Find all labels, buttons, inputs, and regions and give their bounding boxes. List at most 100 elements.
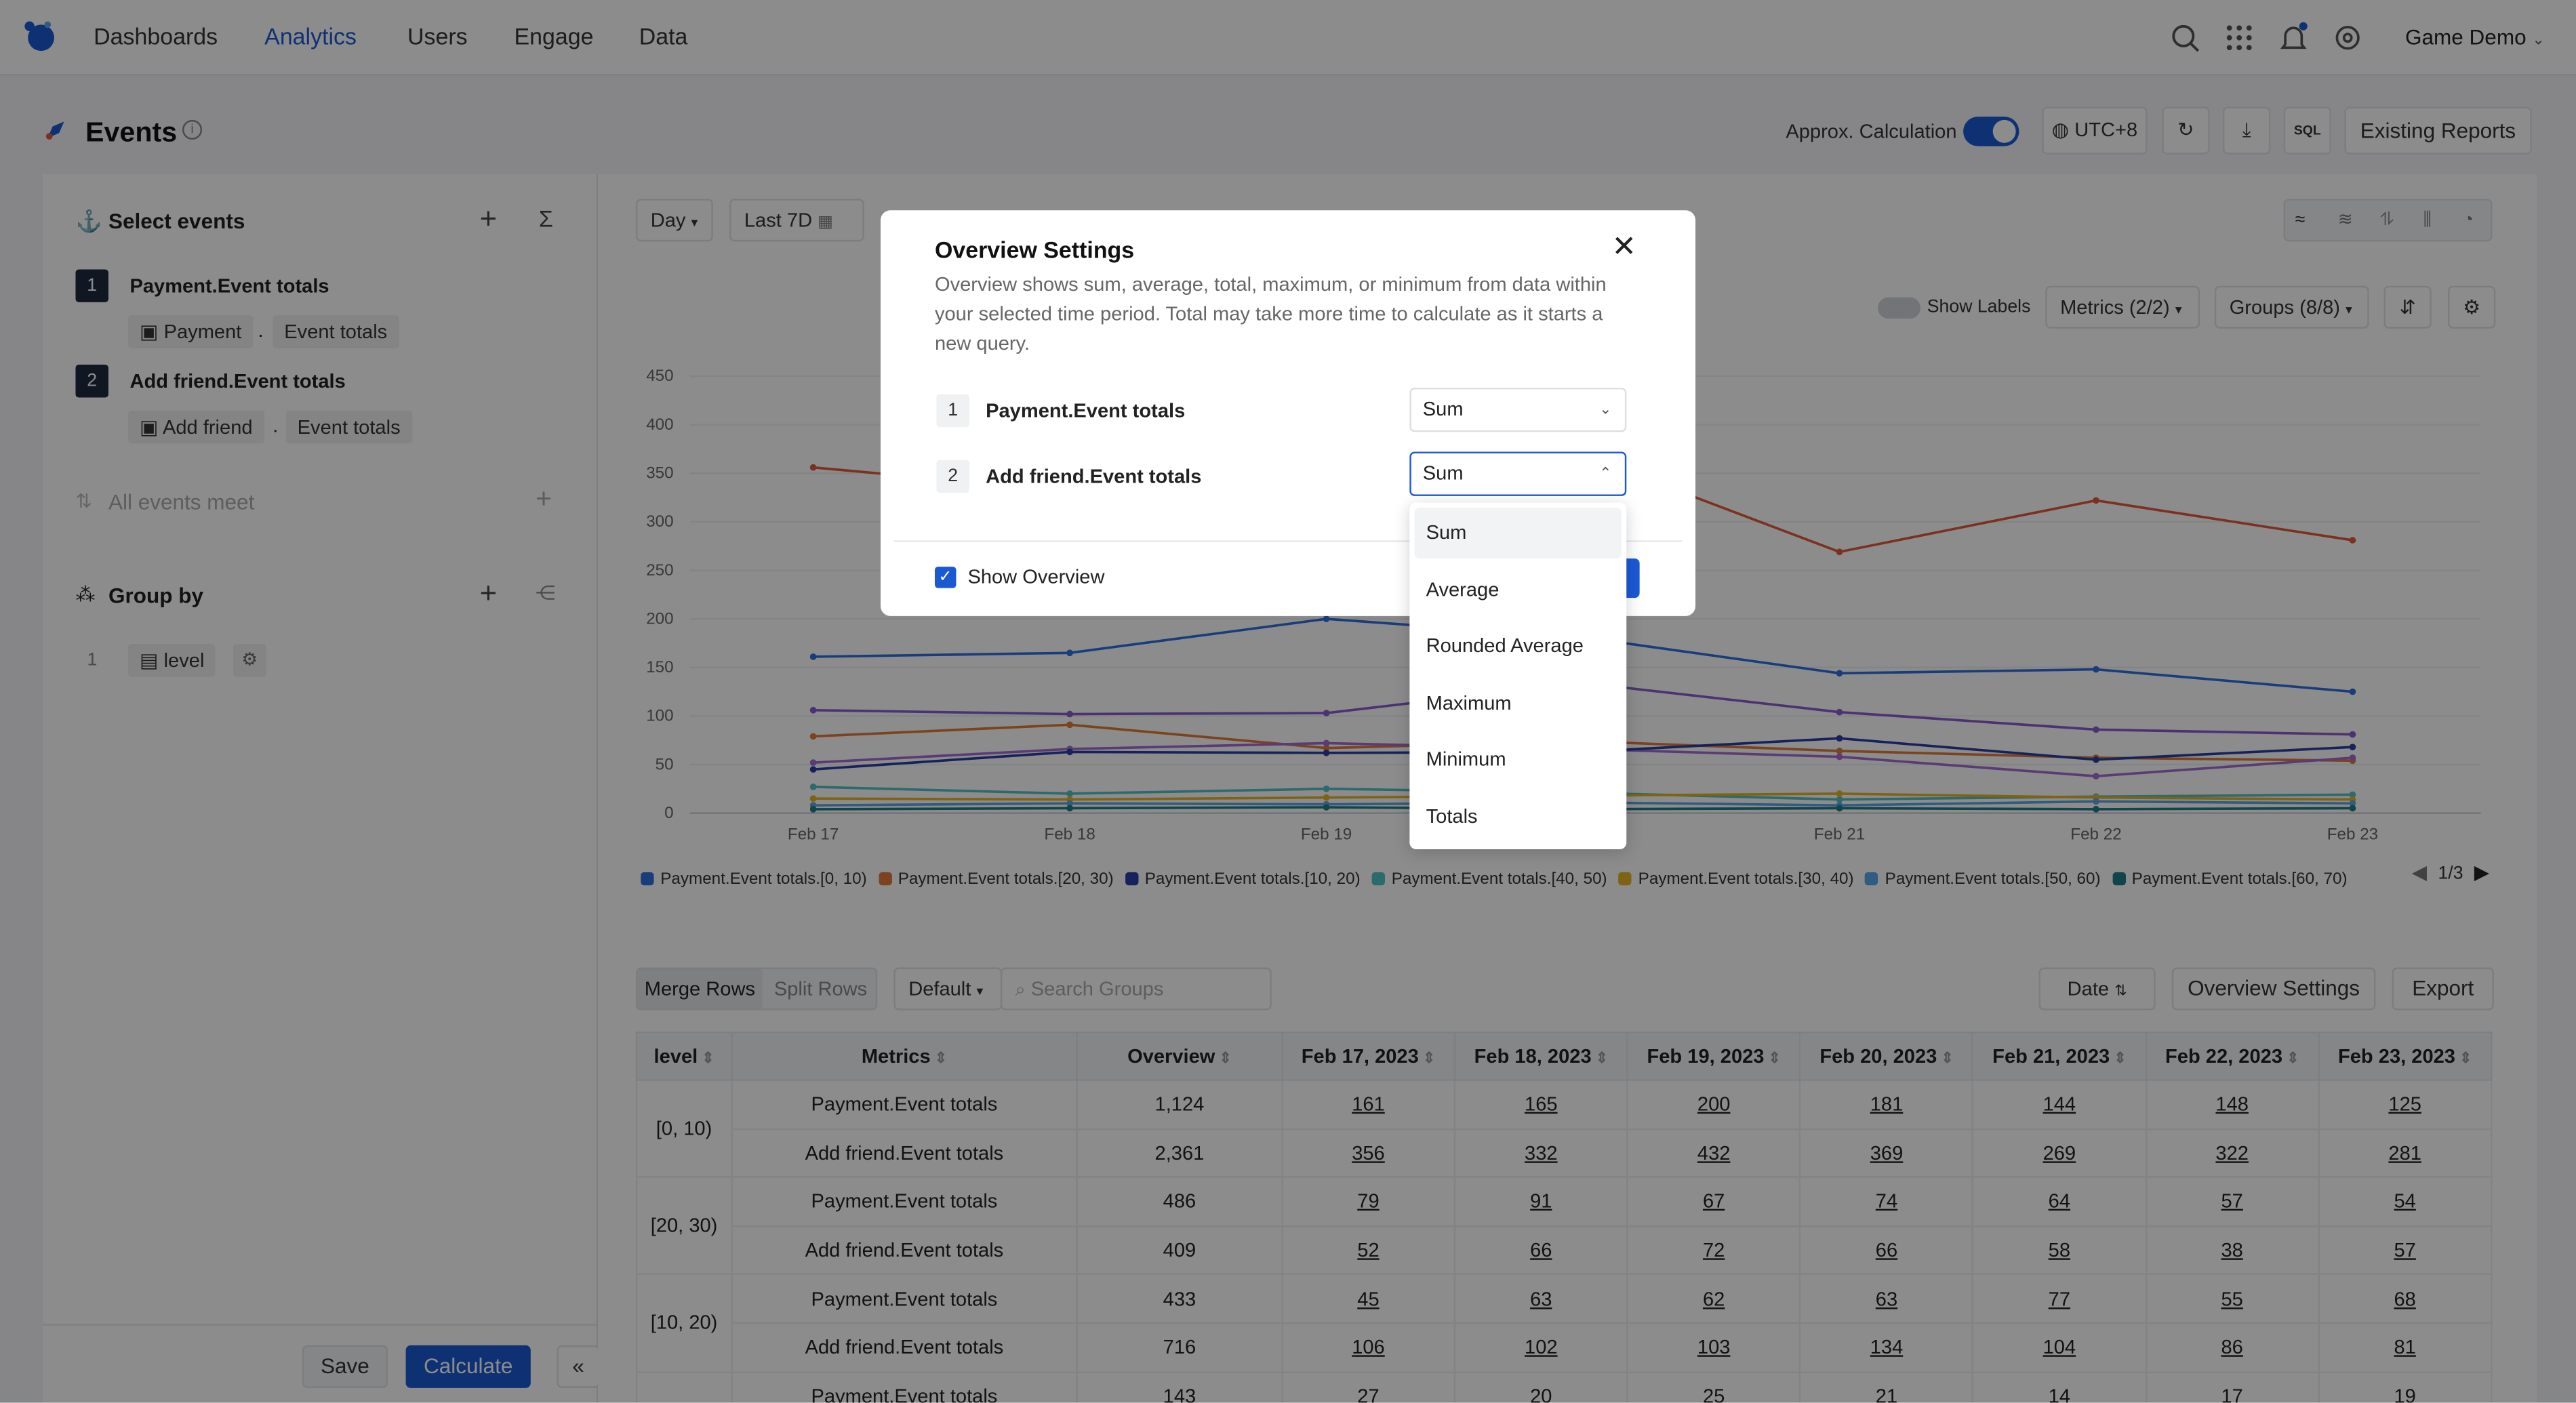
project-switcher[interactable]: Game Demo ⌄ (2405, 24, 2545, 49)
group-chip[interactable]: ▤ level (128, 644, 216, 677)
value-link[interactable]: 104 (2042, 1335, 2076, 1359)
legend-item[interactable]: Payment.Event totals.[10, 20) (1125, 870, 1361, 889)
data-point[interactable] (1066, 710, 1073, 718)
value-link[interactable]: 17 (2221, 1384, 2243, 1403)
data-point[interactable] (2349, 791, 2356, 798)
value-cell[interactable]: 54 (2317, 1177, 2493, 1227)
granularity-select[interactable]: Day ▾ (635, 199, 713, 242)
data-point[interactable] (1066, 805, 1073, 812)
column-header[interactable]: Feb 23, 2023 ⇕ (2317, 1031, 2493, 1081)
collapse-panel-button[interactable]: « (557, 1345, 600, 1388)
value-cell[interactable]: 269 (1972, 1128, 2147, 1179)
column-header[interactable]: level ⇕ (635, 1031, 733, 1081)
sort-button[interactable]: ⇵ (2383, 285, 2432, 329)
value-cell[interactable]: 356 (1281, 1128, 1456, 1179)
metric-chip[interactable]: Event totals (285, 410, 412, 444)
value-link[interactable]: 181 (1870, 1093, 1904, 1116)
timezone-button[interactable]: ◍ UTC+8 (2042, 106, 2148, 155)
value-cell[interactable]: 432 (1626, 1128, 1801, 1179)
value-link[interactable]: 21 (1875, 1384, 1898, 1403)
sort-icon[interactable]: ⇕ (698, 1049, 715, 1066)
add-filter-icon[interactable]: + (536, 483, 552, 514)
option-totals[interactable]: Totals (1426, 805, 1478, 828)
legend-item[interactable]: Payment.Event totals.[60, 70) (2112, 870, 2348, 889)
value-link[interactable]: 356 (1352, 1141, 1385, 1164)
value-cell[interactable]: 64 (1972, 1177, 2147, 1227)
split-rows-tab[interactable]: Split Rows (773, 977, 868, 1000)
value-cell[interactable]: 57 (2145, 1177, 2320, 1227)
legend-item[interactable]: Payment.Event totals.[20, 30) (878, 870, 1114, 889)
value-link[interactable]: 81 (2394, 1335, 2416, 1359)
data-point[interactable] (1323, 744, 1330, 752)
save-button[interactable]: Save (302, 1345, 388, 1388)
bar-chart-icon[interactable]: ⫼ (2423, 210, 2432, 230)
column-header[interactable]: Feb 20, 2023 ⇕ (1799, 1031, 1974, 1081)
sql-button[interactable]: SQL (2283, 106, 2331, 155)
chart-type-switcher[interactable]: ≈ ≋ ⥮ ⫼ ◔ (2283, 199, 2493, 242)
value-cell[interactable]: 148 (2145, 1080, 2320, 1130)
sort-icon[interactable]: ⇕ (1418, 1049, 1436, 1066)
date-range-select[interactable]: Last 7D ▦ (729, 199, 864, 242)
value-cell[interactable]: 161 (1281, 1080, 1456, 1130)
value-link[interactable]: 64 (2048, 1190, 2071, 1213)
group-settings-icon[interactable]: ⚙ (233, 644, 266, 677)
data-point[interactable] (2093, 806, 2099, 813)
data-point[interactable] (809, 806, 817, 813)
value-link[interactable]: 67 (1702, 1190, 1725, 1213)
value-cell[interactable]: 68 (2317, 1274, 2493, 1324)
value-cell[interactable]: 77 (1972, 1274, 2147, 1324)
data-point[interactable] (1323, 785, 1330, 792)
data-point[interactable] (1836, 805, 1843, 812)
value-cell[interactable]: 165 (1453, 1080, 1628, 1130)
legend-prev-icon[interactable]: ◀ (2411, 860, 2428, 884)
sigma-icon[interactable]: Σ (538, 205, 553, 232)
option-minimum[interactable]: Minimum (1426, 747, 1506, 771)
data-point[interactable] (809, 795, 817, 802)
export-button[interactable]: Export (2392, 967, 2494, 1011)
sort-icon[interactable]: ⇕ (1937, 1049, 1954, 1066)
data-point[interactable] (2093, 666, 2099, 673)
value-link[interactable]: 200 (1697, 1093, 1731, 1116)
chart-settings-button[interactable]: ⚙ (2448, 285, 2496, 329)
overview-settings-button[interactable]: Overview Settings (2171, 967, 2376, 1011)
value-link[interactable]: 54 (2394, 1190, 2416, 1213)
data-point[interactable] (1066, 748, 1073, 756)
value-link[interactable]: 103 (1697, 1335, 1731, 1359)
data-point[interactable] (809, 766, 817, 773)
value-cell[interactable]: 79 (1281, 1177, 1456, 1227)
value-cell[interactable]: 21 (1799, 1371, 1974, 1403)
legend-next-icon[interactable]: ▶ (2474, 860, 2490, 884)
value-cell[interactable]: 106 (1281, 1323, 1456, 1372)
option-sum[interactable]: Sum (1414, 507, 1622, 558)
data-point[interactable] (809, 706, 817, 714)
data-point[interactable] (809, 784, 817, 790)
value-link[interactable]: 20 (1530, 1384, 1552, 1403)
data-point[interactable] (1066, 721, 1073, 729)
value-cell[interactable]: 144 (1972, 1080, 2147, 1130)
sort-icon[interactable]: ⇕ (1764, 1049, 1781, 1066)
column-header[interactable]: Feb 18, 2023 ⇕ (1453, 1031, 1628, 1081)
search-groups-input[interactable]: ⌕ Search Groups (1000, 967, 1272, 1011)
data-point[interactable] (2349, 805, 2356, 812)
data-point[interactable] (1323, 749, 1330, 756)
value-link[interactable]: 322 (2215, 1141, 2249, 1164)
value-cell[interactable]: 104 (1972, 1323, 2147, 1372)
data-point[interactable] (2093, 497, 2099, 504)
column-header[interactable]: Overview ⇕ (1076, 1031, 1283, 1081)
add-group-icon[interactable]: + (479, 576, 498, 610)
value-cell[interactable]: 25 (1626, 1371, 1801, 1403)
refresh-button[interactable]: ↻ (2162, 106, 2210, 155)
data-point[interactable] (1836, 753, 1843, 760)
data-point[interactable] (2349, 731, 2356, 738)
data-point[interactable] (1836, 735, 1843, 742)
data-point[interactable] (1323, 794, 1330, 801)
value-cell[interactable]: 63 (1799, 1274, 1974, 1324)
value-link[interactable]: 45 (1357, 1287, 1380, 1311)
data-point[interactable] (1066, 649, 1073, 657)
value-cell[interactable]: 102 (1453, 1323, 1628, 1372)
column-header[interactable]: Feb 17, 2023 ⇕ (1281, 1031, 1456, 1081)
value-cell[interactable]: 369 (1799, 1128, 1974, 1179)
gear-icon[interactable] (2331, 22, 2364, 54)
data-point[interactable] (2349, 688, 2356, 695)
cumulative-chart-icon[interactable]: ⥮ (2380, 210, 2394, 230)
